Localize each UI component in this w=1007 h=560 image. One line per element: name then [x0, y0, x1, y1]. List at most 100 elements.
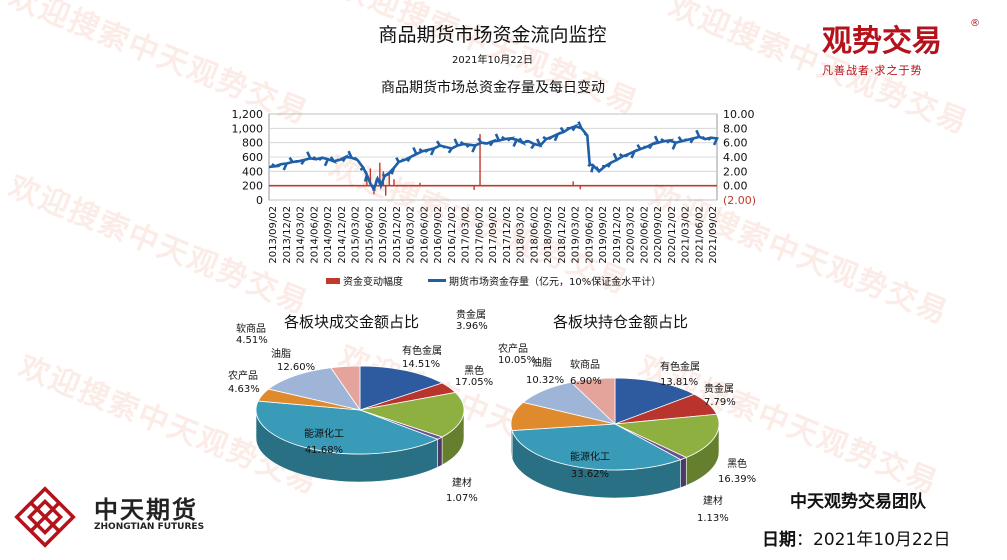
x-tick-label: 2020/03/02: [626, 206, 637, 264]
x-axis: 2013/09/02 2013/12/02 2014/03/02 2014/06/02…: [268, 206, 719, 264]
y-left-tick-label: 1,200: [232, 108, 264, 121]
slice-label: 建材: [702, 496, 723, 507]
chart-title: 商品期货市场总资金存量及每日变动: [381, 79, 605, 96]
pie1-label-guijinshu: 贵金属 3.96%: [456, 306, 488, 332]
sector-pies: [255, 365, 720, 499]
x-tick-label: 2014/09/02: [323, 206, 334, 264]
x-tick-label: 2014/03/02: [296, 206, 307, 264]
pie2-label-nengyuan: 能源化工 33.62%: [570, 448, 610, 480]
slice-label: 黑色: [464, 366, 485, 377]
x-tick-label: 2020/06/02: [639, 206, 650, 264]
pie1-label-ruanshangpin: 软商品 4.51%: [236, 320, 268, 346]
slice-value: 10.32%: [526, 375, 565, 386]
x-tick-label: 2018/09/02: [543, 206, 554, 264]
x-tick-label: 2021/09/02: [708, 206, 719, 264]
pie2-label-nongchanpin: 农产品 10.05%: [498, 340, 536, 366]
y-right-tick-label: 2.00: [723, 165, 748, 178]
pie2-label-youse: 有色金属 13.81%: [660, 358, 700, 388]
pie2-label-jiancai: 建材 1.13%: [697, 492, 729, 524]
footer-date: 日期：2021年10月22日: [762, 525, 951, 550]
slice-label: 油脂: [532, 358, 552, 369]
pie-title-position: 各板块持仓金额占比: [553, 313, 689, 331]
brand-logo: 观势交易 ® 凡善战者·求之于势: [822, 16, 982, 78]
pie-slice: [359, 365, 444, 411]
legend-line-swatch: [428, 279, 446, 282]
pie2-label-heise: 黑色 16.39%: [718, 455, 756, 485]
x-tick-label: 2015/06/02: [364, 206, 375, 264]
x-tick-label: 2017/03/02: [461, 206, 472, 264]
line-series: [268, 121, 719, 191]
y-right-tick-label: (2.00): [723, 194, 756, 207]
x-tick-label: 2017/09/02: [488, 206, 499, 264]
chart-grid: [268, 113, 718, 201]
footer-date-label: 日期: [762, 530, 796, 550]
pie-slice: [613, 413, 720, 458]
registered-mark: ®: [970, 18, 980, 29]
x-tick-label: 2019/09/02: [598, 206, 609, 264]
legend-bar-label: 资金变动幅度: [343, 277, 403, 288]
x-tick-label: 2018/03/02: [516, 206, 527, 264]
pie1-label-heise: 黑色 17.05%: [455, 362, 493, 388]
team-name: 中天观势交易团队: [790, 492, 926, 512]
y-left-tick-label: 1,000: [232, 122, 264, 135]
x-tick-label: 2017/06/02: [474, 206, 485, 264]
brand-name: 观势交易: [822, 24, 942, 59]
slice-label: 软商品: [570, 360, 600, 371]
y-left-tick-label: 600: [242, 151, 263, 164]
pie2-label-youzhi: 油脂 10.32%: [526, 354, 564, 386]
pie-slice: [511, 423, 682, 471]
slice-label: 能源化工: [304, 429, 344, 440]
pie-slice: [330, 365, 361, 412]
slice-value: 1.13%: [697, 513, 729, 524]
x-tick-label: 2016/12/02: [447, 206, 458, 264]
pie2-label-ruanshangpin: 软商品 6.90%: [570, 356, 602, 387]
x-tick-label: 2019/12/02: [612, 206, 623, 264]
slice-value: 4.63%: [228, 384, 260, 395]
x-tick-label: 2019/06/02: [584, 206, 595, 264]
pie-title-volume: 各板块成交金额占比: [284, 313, 420, 331]
x-tick-label: 2017/12/02: [502, 206, 513, 264]
slice-value: 12.60%: [277, 362, 316, 373]
pie-slice: [267, 367, 361, 411]
x-tick-label: 2016/09/02: [433, 206, 444, 264]
footer-date-sep: ：: [796, 530, 813, 550]
pie-slice-side: [680, 457, 687, 489]
x-tick-label: 2020/09/02: [653, 206, 664, 264]
slice-label: 农产品: [228, 371, 258, 382]
legend-line-label: 期货市场资金存量（亿元，10%保证金水平计）: [449, 277, 662, 288]
slice-label: 建材: [451, 478, 472, 489]
pie1-label-youzhi: 油脂 12.60%: [265, 345, 315, 373]
x-tick-label: 2020/12/02: [667, 206, 678, 264]
pie-slice: [570, 377, 616, 425]
x-tick-label: 2015/09/02: [378, 206, 389, 264]
slice-value: 1.07%: [446, 493, 478, 504]
slice-value: 33.62%: [570, 469, 610, 480]
x-tick-label: 2016/06/02: [419, 206, 430, 264]
y-right-tick-label: 0.00: [723, 180, 748, 193]
brand-tagline: 凡善战者·求之于势: [822, 64, 923, 77]
slice-label: 能源化工: [570, 452, 610, 463]
slice-label: 贵金属: [704, 384, 734, 395]
x-tick-label: 2019/03/02: [571, 206, 582, 264]
pie-slice: [255, 400, 439, 455]
x-tick-label: 2021/03/02: [681, 206, 692, 264]
x-tick-label: 2018/06/02: [529, 206, 540, 264]
slice-value: 41.68%: [304, 445, 344, 456]
slice-label: 农产品: [498, 344, 528, 355]
slice-value: 6.90%: [570, 376, 602, 387]
slice-label: 有色金属: [402, 346, 442, 357]
pie-slice: [359, 392, 465, 438]
slice-value: 3.96%: [456, 321, 488, 332]
slice-value: 10.05%: [498, 355, 537, 366]
pie2-label-guijinshu: 贵金属 7.79%: [704, 380, 736, 408]
legend-bar-swatch: [326, 277, 340, 284]
pie1-label-nongchanpin: 农产品 4.63%: [228, 367, 260, 395]
x-tick-label: 2015/12/02: [392, 206, 403, 264]
pie1-label-nengyuan: 能源化工 41.68%: [304, 425, 344, 456]
x-tick-label: 2013/09/02: [268, 206, 279, 264]
pie1-label-youse: 有色金属 14.51%: [402, 342, 442, 370]
slice-value: 13.81%: [660, 377, 699, 388]
